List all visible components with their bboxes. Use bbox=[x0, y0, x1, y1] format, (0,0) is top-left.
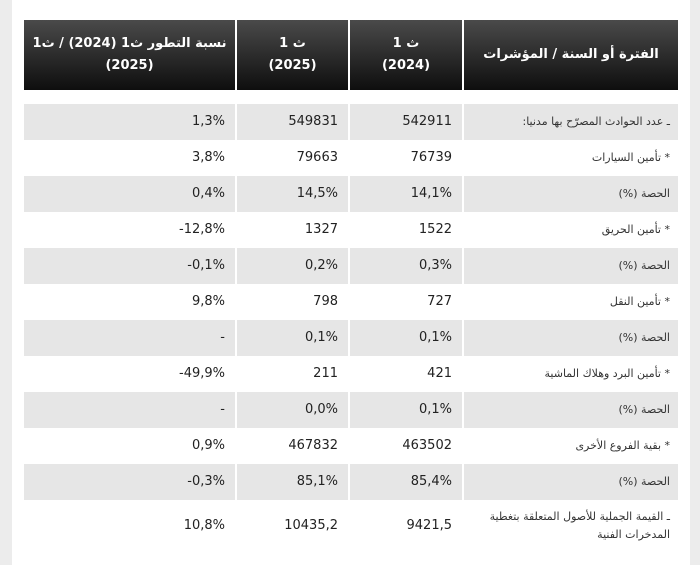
header-text: ث 1 bbox=[392, 36, 420, 51]
header-text: (2025) bbox=[268, 58, 317, 73]
indicator-cell: ـ عدد الحوادث المصرّح بها مدنيا: bbox=[464, 104, 678, 140]
value-cell: 0,2% bbox=[237, 248, 348, 284]
value-cell: 421 bbox=[350, 356, 462, 392]
value-cell: 76739 bbox=[350, 140, 462, 176]
value-cell: 1,3% bbox=[24, 104, 235, 140]
value-cell: 727 bbox=[350, 284, 462, 320]
value-cell: 0,3% bbox=[350, 248, 462, 284]
spacer bbox=[24, 90, 678, 104]
table-row: الحصة (%) 14,1% 14,5% 0,4% bbox=[24, 176, 678, 212]
header-cell: الفترة أو السنة / المؤشرات bbox=[464, 20, 678, 90]
value-cell: -0,3% bbox=[24, 464, 235, 500]
table-row: الحصة (%) 0,1% 0,0% - bbox=[24, 392, 678, 428]
indicator-cell: الحصة (%) bbox=[464, 392, 678, 428]
indicator-cell: * تأمين النقل bbox=[464, 284, 678, 320]
value-cell: 467832 bbox=[237, 428, 348, 464]
value-cell: 211 bbox=[237, 356, 348, 392]
indicator-cell: * تأمين السيارات bbox=[464, 140, 678, 176]
table-row: * تأمين البرد وهلاك الماشية 421 211 -49,9% bbox=[24, 356, 678, 392]
value-cell: 14,1% bbox=[350, 176, 462, 212]
value-cell: 1327 bbox=[237, 212, 348, 248]
table-row: الحصة (%) 85,4% 85,1% -0,3% bbox=[24, 464, 678, 500]
table-row: * تأمين النقل 727 798 9,8% bbox=[24, 284, 678, 320]
indicator-cell: * بقية الفروع الأخرى bbox=[464, 428, 678, 464]
value-cell: 542911 bbox=[350, 104, 462, 140]
table-row: الحصة (%) 0,1% 0,1% - bbox=[24, 320, 678, 356]
value-cell: 3,8% bbox=[24, 140, 235, 176]
indicator-cell: الحصة (%) bbox=[464, 248, 678, 284]
value-cell: 0,1% bbox=[350, 320, 462, 356]
value-cell: 1522 bbox=[350, 212, 462, 248]
value-cell: - bbox=[24, 392, 235, 428]
header-row: الفترة أو السنة / المؤشرات ث 1 (2024) ث 1 (2… bbox=[24, 20, 678, 90]
value-cell: 0,9% bbox=[24, 428, 235, 464]
value-cell: 9421,5 bbox=[350, 500, 462, 552]
indicator-cell: الحصة (%) bbox=[464, 464, 678, 500]
value-cell: 0,1% bbox=[237, 320, 348, 356]
header-cell: ث 1 (2025) bbox=[237, 20, 348, 90]
header-text: الفترة أو السنة / المؤشرات bbox=[483, 47, 659, 62]
indicator-cell: الحصة (%) bbox=[464, 176, 678, 212]
header-text: (2025) bbox=[105, 58, 154, 73]
value-cell: 9,8% bbox=[24, 284, 235, 320]
value-cell: - bbox=[24, 320, 235, 356]
header-text: (2024) bbox=[381, 58, 431, 73]
header-cell: نسبة التطور ث1 (2024) / ث1 (2025) bbox=[24, 20, 235, 90]
value-cell: -49,9% bbox=[24, 356, 235, 392]
table-row: ـ عدد الحوادث المصرّح بها مدنيا: 542911 54… bbox=[24, 104, 678, 140]
header-cell: ث 1 (2024) bbox=[350, 20, 462, 90]
table-row: * بقية الفروع الأخرى 463502 467832 0,9% bbox=[24, 428, 678, 464]
value-cell: 79663 bbox=[237, 140, 348, 176]
table-body: ـ عدد الحوادث المصرّح بها مدنيا: 542911 54… bbox=[24, 90, 678, 552]
value-cell: -0,1% bbox=[24, 248, 235, 284]
value-cell: 0,4% bbox=[24, 176, 235, 212]
value-cell: 85,1% bbox=[237, 464, 348, 500]
indicator-cell: الحصة (%) bbox=[464, 320, 678, 356]
data-table: الفترة أو السنة / المؤشرات ث 1 (2024) ث 1 (2… bbox=[22, 20, 680, 552]
value-cell: 798 bbox=[237, 284, 348, 320]
value-cell: 0,0% bbox=[237, 392, 348, 428]
table-container: الفترة أو السنة / المؤشرات ث 1 (2024) ث 1 (2… bbox=[12, 0, 690, 565]
spacer-cell bbox=[24, 90, 678, 104]
value-cell: 0,1% bbox=[350, 392, 462, 428]
value-cell: 85,4% bbox=[350, 464, 462, 500]
table-row: ـ القيمة الجملية للأصول المتعلقة بتغطية … bbox=[24, 500, 678, 552]
value-cell: 10435,2 bbox=[237, 500, 348, 552]
table-row: * تأمين السيارات 76739 79663 3,8% bbox=[24, 140, 678, 176]
value-cell: 10,8% bbox=[24, 500, 235, 552]
value-cell: 463502 bbox=[350, 428, 462, 464]
indicator-cell: * تأمين البرد وهلاك الماشية bbox=[464, 356, 678, 392]
header-text: نسبة التطور ث1 (2024) / ث1 bbox=[32, 36, 227, 51]
value-cell: 549831 bbox=[237, 104, 348, 140]
table-row: * تأمين الحريق 1522 1327 -12,8% bbox=[24, 212, 678, 248]
indicator-cell: ـ القيمة الجملية للأصول المتعلقة بتغطية … bbox=[464, 500, 678, 552]
header-text: ث 1 bbox=[279, 36, 306, 51]
value-cell: -12,8% bbox=[24, 212, 235, 248]
table-row: الحصة (%) 0,3% 0,2% -0,1% bbox=[24, 248, 678, 284]
indicator-cell: * تأمين الحريق bbox=[464, 212, 678, 248]
value-cell: 14,5% bbox=[237, 176, 348, 212]
